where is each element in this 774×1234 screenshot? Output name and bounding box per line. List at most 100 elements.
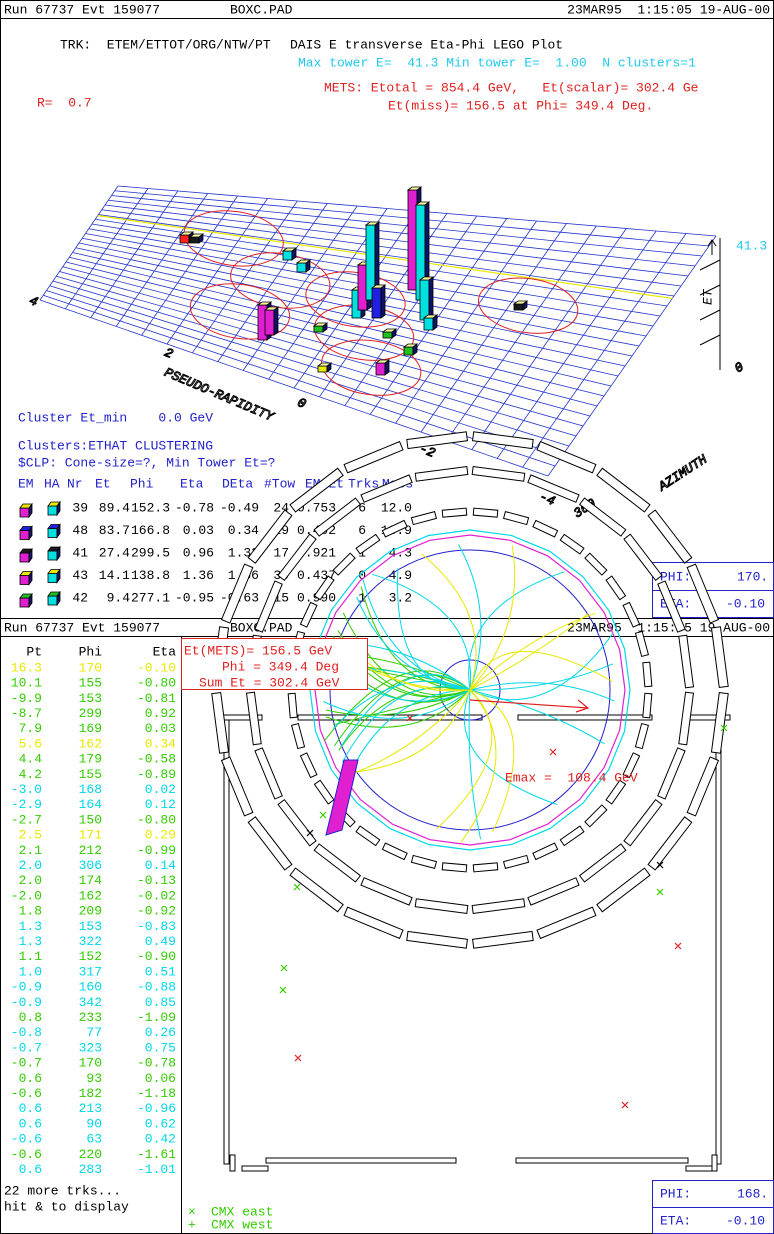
track-cell: 1.3 xyxy=(19,919,42,934)
cube-icon-side xyxy=(56,568,61,584)
muon-chamber xyxy=(517,714,653,721)
tower xyxy=(382,331,393,339)
track-cell: 0.34 xyxy=(145,736,176,751)
track-cell: -8.7 xyxy=(11,706,42,721)
track-cell: -0.80 xyxy=(137,676,176,691)
mid-chamber xyxy=(360,877,413,906)
cluster-cone xyxy=(477,277,579,334)
trk-label: TRK: ETEM/ETTOT/ORG/NTW/PT xyxy=(60,37,271,52)
muon-hit xyxy=(674,942,682,950)
table-cell: 4.9 xyxy=(389,568,412,583)
cluster-cone xyxy=(189,283,291,340)
track xyxy=(360,586,471,691)
track-cell: 63 xyxy=(86,1132,102,1147)
outer-chamber xyxy=(247,509,293,564)
track-cell: -0.58 xyxy=(137,752,176,767)
list-header: Phi xyxy=(79,644,103,659)
tower xyxy=(264,309,275,336)
muon-hit xyxy=(319,811,327,819)
tower xyxy=(179,234,190,244)
tower-top xyxy=(281,247,298,252)
tower-top xyxy=(406,186,423,191)
table-header: #Tow xyxy=(264,476,295,491)
table-cell: 17 xyxy=(273,545,289,560)
tower xyxy=(513,303,524,311)
muon-chamber xyxy=(223,719,230,1165)
mid-chamber xyxy=(578,843,627,883)
track-cell: 0.75 xyxy=(145,1040,176,1055)
track-cell: -0.7 xyxy=(11,1040,42,1055)
cursor-eta-label: ETA: xyxy=(660,1213,691,1228)
track-cell: -1.01 xyxy=(137,1162,176,1177)
tower-top xyxy=(418,276,435,281)
table-cell: 39 xyxy=(72,500,88,515)
table-cell: 83.7 xyxy=(99,523,130,538)
calorimeter-wedge xyxy=(634,722,650,750)
track-cell: 283 xyxy=(79,1162,102,1177)
legend-label: CMX east xyxy=(211,1204,273,1219)
muon-chamber xyxy=(265,1157,457,1164)
outer-chamber xyxy=(647,816,693,871)
track-cell: -0.8 xyxy=(11,1025,42,1040)
outer-chamber xyxy=(596,467,651,513)
track xyxy=(468,689,482,840)
calorimeter-wedge xyxy=(299,752,318,779)
calorimeter-wedge xyxy=(441,507,468,518)
calorimeter-wedge xyxy=(605,575,627,601)
et-axis-tick xyxy=(699,334,721,346)
met-box xyxy=(181,638,368,690)
table-cell: 43 xyxy=(72,568,88,583)
met-line: Phi = 349.4 Deg xyxy=(222,659,339,674)
cube-icon xyxy=(19,507,30,518)
track-cell: 1.1 xyxy=(19,949,43,964)
track-cell: 212 xyxy=(79,843,102,858)
cluster-cone xyxy=(321,339,422,396)
tower-top xyxy=(512,300,529,305)
et-axis-label: ET xyxy=(700,288,715,305)
table-header: Et xyxy=(95,476,111,491)
track-cell: 0.03 xyxy=(145,721,176,736)
cursor-phi-label: PHI: xyxy=(660,569,691,584)
mets-line: METS: Etotal = 854.4 GeV, Et(scalar)= 30… xyxy=(324,80,698,95)
track xyxy=(469,612,596,691)
cube-icon-side xyxy=(56,500,61,517)
table-cell: 14.1 xyxy=(99,568,130,583)
tower-top xyxy=(402,343,419,348)
grid-line xyxy=(65,188,149,310)
calorimeter-wedge xyxy=(355,533,381,555)
table-header: Nr xyxy=(67,476,83,491)
track xyxy=(469,632,614,701)
emax-label: Emax = 108.4 GeV xyxy=(505,770,638,785)
track-cell: 0.51 xyxy=(145,964,176,979)
cluster-table: EMHANrEtPhiEtaDEta#TowEM/EtTrksMass3989.… xyxy=(18,476,413,609)
track-cell: 182 xyxy=(79,1086,102,1101)
muon-chamber xyxy=(229,1154,236,1172)
table-cell: 1.36 xyxy=(183,568,214,583)
cluster-cone xyxy=(183,210,284,267)
tower-top xyxy=(414,201,431,206)
track xyxy=(421,553,477,691)
met-line: Et(METS)= 156.5 GeV xyxy=(184,643,332,658)
lego-plot xyxy=(39,185,721,477)
calorimeter-wedge xyxy=(634,630,650,658)
tower-side xyxy=(380,284,386,319)
table-cell: 0.96 xyxy=(183,545,214,560)
grid-line xyxy=(115,193,209,327)
track xyxy=(349,689,471,774)
muon-chamber xyxy=(515,1157,689,1164)
track-cell: 2.5 xyxy=(19,828,42,843)
track xyxy=(469,663,614,691)
track-cell: -1.09 xyxy=(137,1010,176,1025)
track-cell: 299 xyxy=(79,706,102,721)
track-cell: 155 xyxy=(79,767,102,782)
track-cell: 317 xyxy=(79,964,102,979)
clustering-label: Clusters:ETHAT CLUSTERING xyxy=(18,438,213,453)
grid-line xyxy=(547,235,717,477)
table-cell: 3.2 xyxy=(389,590,412,605)
grid-line xyxy=(446,225,597,442)
track-cell: 322 xyxy=(79,934,102,949)
track xyxy=(341,686,471,763)
calorimeter-wedge xyxy=(332,552,356,576)
table-header: DEta xyxy=(222,476,253,491)
